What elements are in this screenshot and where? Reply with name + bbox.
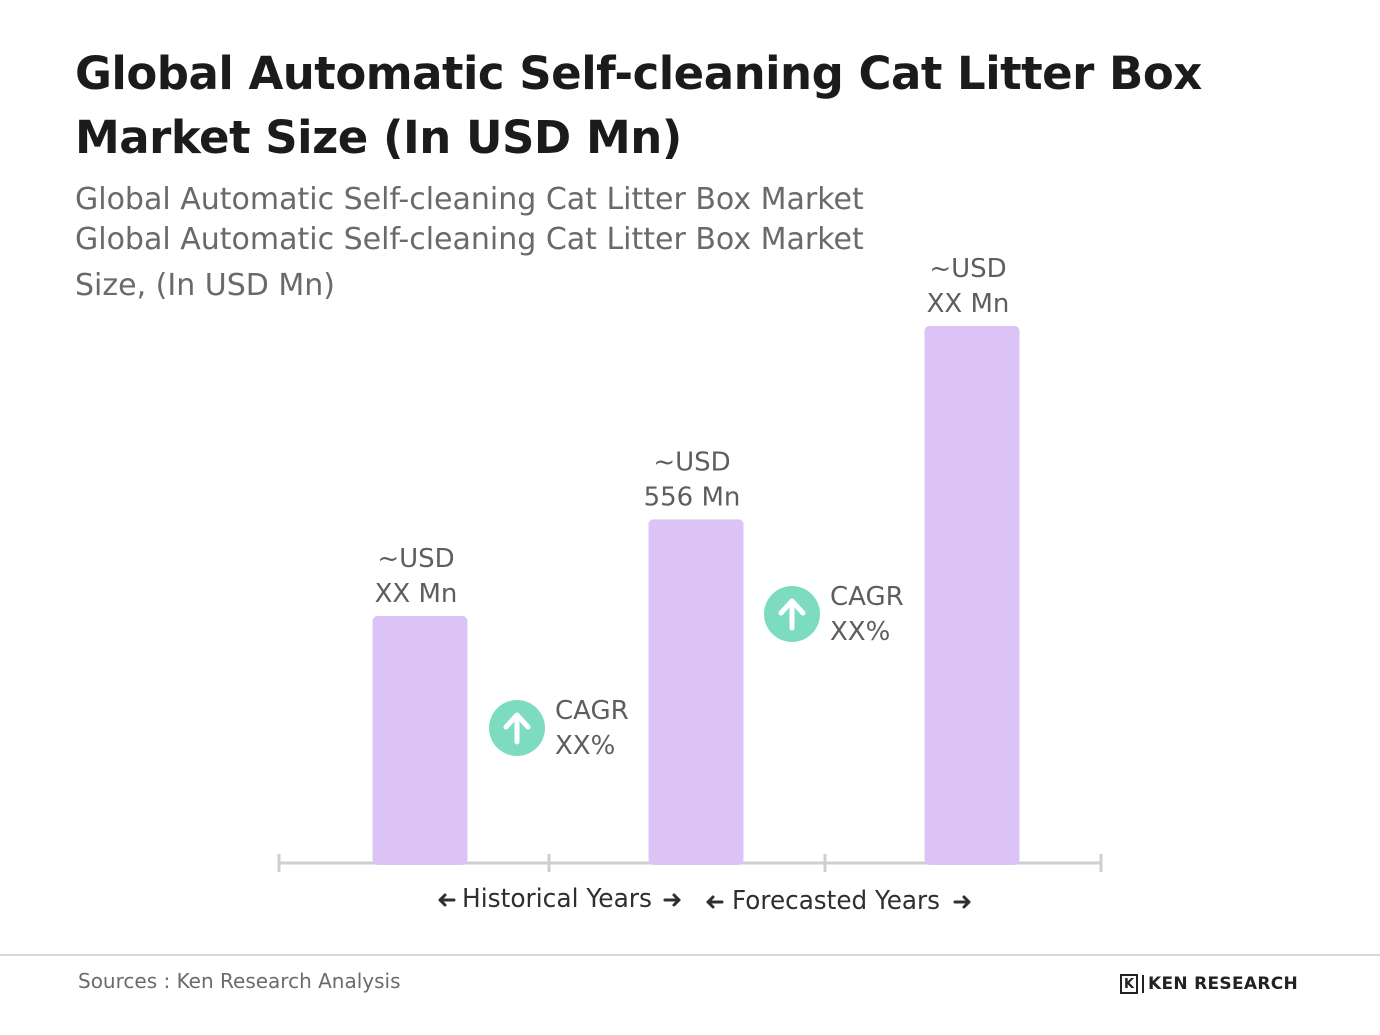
cagr-0-value: XX% <box>555 731 615 761</box>
bar-chart: ~USD XX Mn ~USD 556 Mn ~USD XX Mn CAGR XX% CAGR X… <box>277 254 1103 916</box>
chart-subtitle-line-3: Size, (In USD Mn) <box>75 268 335 303</box>
bar-0-label-prefix: ~USD <box>377 544 454 574</box>
chart-subtitle-line-2: Global Automatic Self-cleaning Cat Litte… <box>75 222 864 257</box>
period-0-right-arrow-icon <box>663 893 681 907</box>
footer-divider <box>0 954 1380 956</box>
logo-text: KEN RESEARCH <box>1142 975 1298 993</box>
bar-2-label-prefix: ~USD <box>929 254 1006 284</box>
period-0-left-arrow-icon <box>438 893 456 907</box>
bar-2 <box>924 326 1020 865</box>
bar-1 <box>648 519 744 865</box>
cagr-0-label: CAGR <box>555 696 629 726</box>
bar-2-value-label: XX Mn <box>927 289 1010 319</box>
bar-1-label-prefix: ~USD <box>653 447 730 477</box>
logo-mark: K <box>1120 974 1138 994</box>
cagr-1-value: XX% <box>830 617 890 647</box>
period-1-right-arrow-icon <box>953 895 971 909</box>
chart-subtitle-line-1: Global Automatic Self-cleaning Cat Litte… <box>75 182 864 217</box>
period-label-1: Forecasted Years <box>732 886 940 916</box>
cagr-0-arrow-glyph <box>503 712 531 745</box>
cagr-1-label: CAGR <box>830 582 904 612</box>
chart-title: Global Automatic Self-cleaning Cat Litte… <box>75 47 1202 164</box>
bar-1-value-label: 556 Mn <box>644 482 741 512</box>
source-note: Sources : Ken Research Analysis <box>78 969 401 993</box>
cagr-1-arrow-glyph <box>778 598 806 631</box>
period-label-0: Historical Years <box>462 884 652 914</box>
bar-0-value-label: XX Mn <box>375 579 458 609</box>
bar-0 <box>372 615 468 865</box>
ken-research-logo: K KEN RESEARCH <box>1120 972 1298 996</box>
period-1-left-arrow-icon <box>706 895 724 909</box>
